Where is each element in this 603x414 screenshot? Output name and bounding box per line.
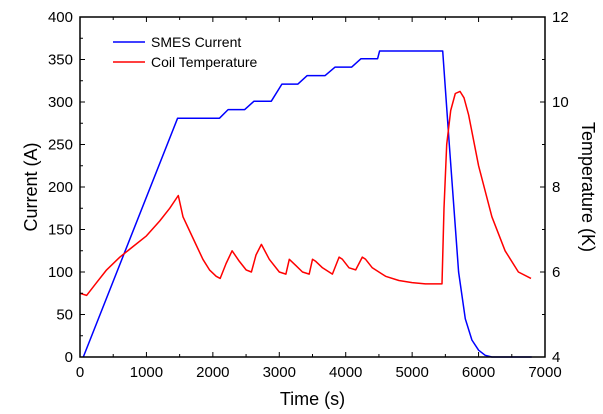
y2-tick-label: 4 <box>552 349 560 366</box>
y2-tick-label: 8 <box>552 179 560 196</box>
plot-lines <box>79 50 532 358</box>
y-tick-label: 100 <box>48 264 73 281</box>
legend-label-coil-temperature: Coil Temperature <box>151 54 258 70</box>
y-tick-label: 200 <box>48 179 73 196</box>
x-tick-label: 7000 <box>528 364 561 381</box>
y-tick-label: 150 <box>48 222 73 239</box>
y2-axis-title: Temperature (K) <box>578 122 598 252</box>
x-tick-label: 5000 <box>395 364 428 381</box>
x-tick-label: 2000 <box>196 364 229 381</box>
y-tick-label: 0 <box>65 349 73 366</box>
x-axis-title: Time (s) <box>280 389 345 409</box>
x-tick-label: 0 <box>76 364 84 381</box>
y-tick-label: 350 <box>48 52 73 69</box>
series-line-smes-current <box>82 50 532 358</box>
y-tick-label: 50 <box>56 307 73 324</box>
axis-ticks: 0 1000 2000 3000 4000 5000 6000 7000 0 50 100 150 20… <box>48 9 569 381</box>
y-tick-label: 300 <box>48 94 73 111</box>
legend-label-smes-current: SMES Current <box>151 34 241 50</box>
x-tick-label: 3000 <box>263 364 296 381</box>
y-axis-title: Current (A) <box>21 142 41 231</box>
y2-tick-label: 12 <box>552 9 569 26</box>
series-line-coil-temperature <box>79 90 532 297</box>
x-tick-label: 4000 <box>329 364 362 381</box>
y-tick-label: 400 <box>48 9 73 26</box>
y-tick-label: 250 <box>48 137 73 154</box>
x-tick-label: 1000 <box>130 364 163 381</box>
legend: SMES Current Coil Temperature <box>113 34 258 70</box>
y2-tick-label: 6 <box>552 264 560 281</box>
y2-tick-label: 10 <box>552 94 569 111</box>
x-tick-label: 6000 <box>462 364 495 381</box>
